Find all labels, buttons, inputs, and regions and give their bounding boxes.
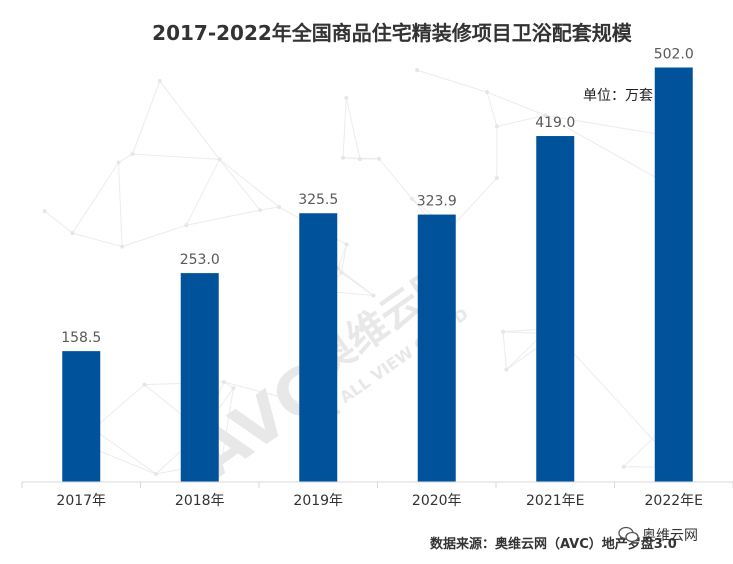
network-node xyxy=(344,95,349,100)
unit-label: 单位：万套 xyxy=(583,88,653,104)
network-node xyxy=(217,157,222,162)
x-tick-label-6: 2022年E xyxy=(645,493,703,509)
network-node xyxy=(358,157,363,162)
network-edge xyxy=(72,232,123,248)
network-node xyxy=(415,68,420,73)
network-node xyxy=(142,382,147,387)
x-tick-label-1: 2017年 xyxy=(56,493,106,509)
bar-1 xyxy=(62,351,101,482)
network-edge xyxy=(337,244,347,269)
data-labels-group: 158.5 253.0 325.5 323.9 419.0 502.0 xyxy=(61,47,694,347)
network-edge xyxy=(378,158,413,200)
network-node xyxy=(621,464,626,469)
network-node xyxy=(184,223,189,228)
network-edge xyxy=(159,80,220,160)
network-node xyxy=(371,293,376,298)
bar-2 xyxy=(180,273,219,482)
network-node xyxy=(339,270,344,275)
network-node xyxy=(219,459,224,464)
network-node xyxy=(504,367,509,372)
network-node xyxy=(120,244,125,249)
network-edge xyxy=(220,388,234,462)
network-edge xyxy=(345,97,361,160)
chart-title: 2017-2022年全国商品住宅精装修项目卫浴配套规模 xyxy=(152,21,633,45)
network-edge xyxy=(93,428,157,475)
network-edge xyxy=(340,244,347,273)
network-edge xyxy=(185,159,221,226)
network-edge xyxy=(118,153,133,163)
bars-group xyxy=(62,67,693,483)
network-edge xyxy=(93,448,157,475)
network-node xyxy=(130,152,135,157)
network-node xyxy=(501,329,506,334)
network-edge xyxy=(342,97,347,158)
network-node xyxy=(344,242,349,247)
network-edge xyxy=(132,153,220,160)
network-edge xyxy=(186,209,261,226)
network-node xyxy=(377,156,382,161)
network-node xyxy=(157,79,162,84)
bar-5 xyxy=(536,136,575,483)
network-edge xyxy=(132,80,161,155)
network-edge xyxy=(219,159,261,211)
bar-6 xyxy=(654,67,693,483)
network-node xyxy=(341,155,346,160)
data-label-3: 325.5 xyxy=(298,192,338,208)
network-node xyxy=(277,205,282,210)
network-edge xyxy=(219,159,280,208)
network-node xyxy=(42,209,47,214)
network-node xyxy=(231,386,236,391)
x-tick-label-5: 2021年E xyxy=(526,493,584,509)
network-node xyxy=(221,379,226,384)
network-node xyxy=(70,231,75,236)
x-tick-label-2: 2018年 xyxy=(175,493,225,509)
brand-name: 奥维云网 xyxy=(642,527,698,544)
network-edge xyxy=(449,177,498,230)
network-node xyxy=(258,208,263,213)
network-edge xyxy=(496,114,546,127)
bar-3 xyxy=(299,213,338,482)
network-node xyxy=(153,471,158,476)
wechat-brand-badge: 奥维云网 xyxy=(618,526,698,544)
background-network-watermark xyxy=(42,68,692,476)
network-node xyxy=(485,90,490,95)
x-tick-label-4: 2020年 xyxy=(412,493,462,509)
x-tick-marks xyxy=(21,482,733,488)
network-edge xyxy=(93,384,145,430)
data-label-5: 419.0 xyxy=(535,115,575,131)
x-tick-label-3: 2019年 xyxy=(293,493,343,509)
network-node xyxy=(116,160,121,165)
network-edge xyxy=(121,224,187,248)
network-edge xyxy=(486,91,546,116)
network-edge xyxy=(71,162,119,234)
network-node xyxy=(494,124,499,129)
network-node xyxy=(409,196,414,201)
network-edge xyxy=(259,206,280,211)
network-edge xyxy=(44,210,73,234)
network-edge xyxy=(486,92,498,127)
network-edge xyxy=(337,267,374,296)
network-node xyxy=(543,113,548,118)
x-tick-labels: 2017年 2018年 2019年 2020年 2021年E 2022年E xyxy=(56,493,703,509)
network-edge xyxy=(343,157,361,160)
wechat-icon xyxy=(618,526,639,543)
network-node xyxy=(336,410,341,415)
bar-4 xyxy=(417,214,456,482)
data-label-4: 323.9 xyxy=(417,194,457,210)
data-label-1: 158.5 xyxy=(61,330,101,346)
data-label-6: 502.0 xyxy=(654,47,694,63)
network-edge xyxy=(416,69,488,93)
network-node xyxy=(494,175,499,180)
network-edge xyxy=(502,331,507,370)
data-label-2: 253.0 xyxy=(180,252,220,268)
network-edge xyxy=(118,162,123,247)
source-note: 数据来源：奥维云网（AVC）地产罗盘3.0 xyxy=(430,536,677,552)
